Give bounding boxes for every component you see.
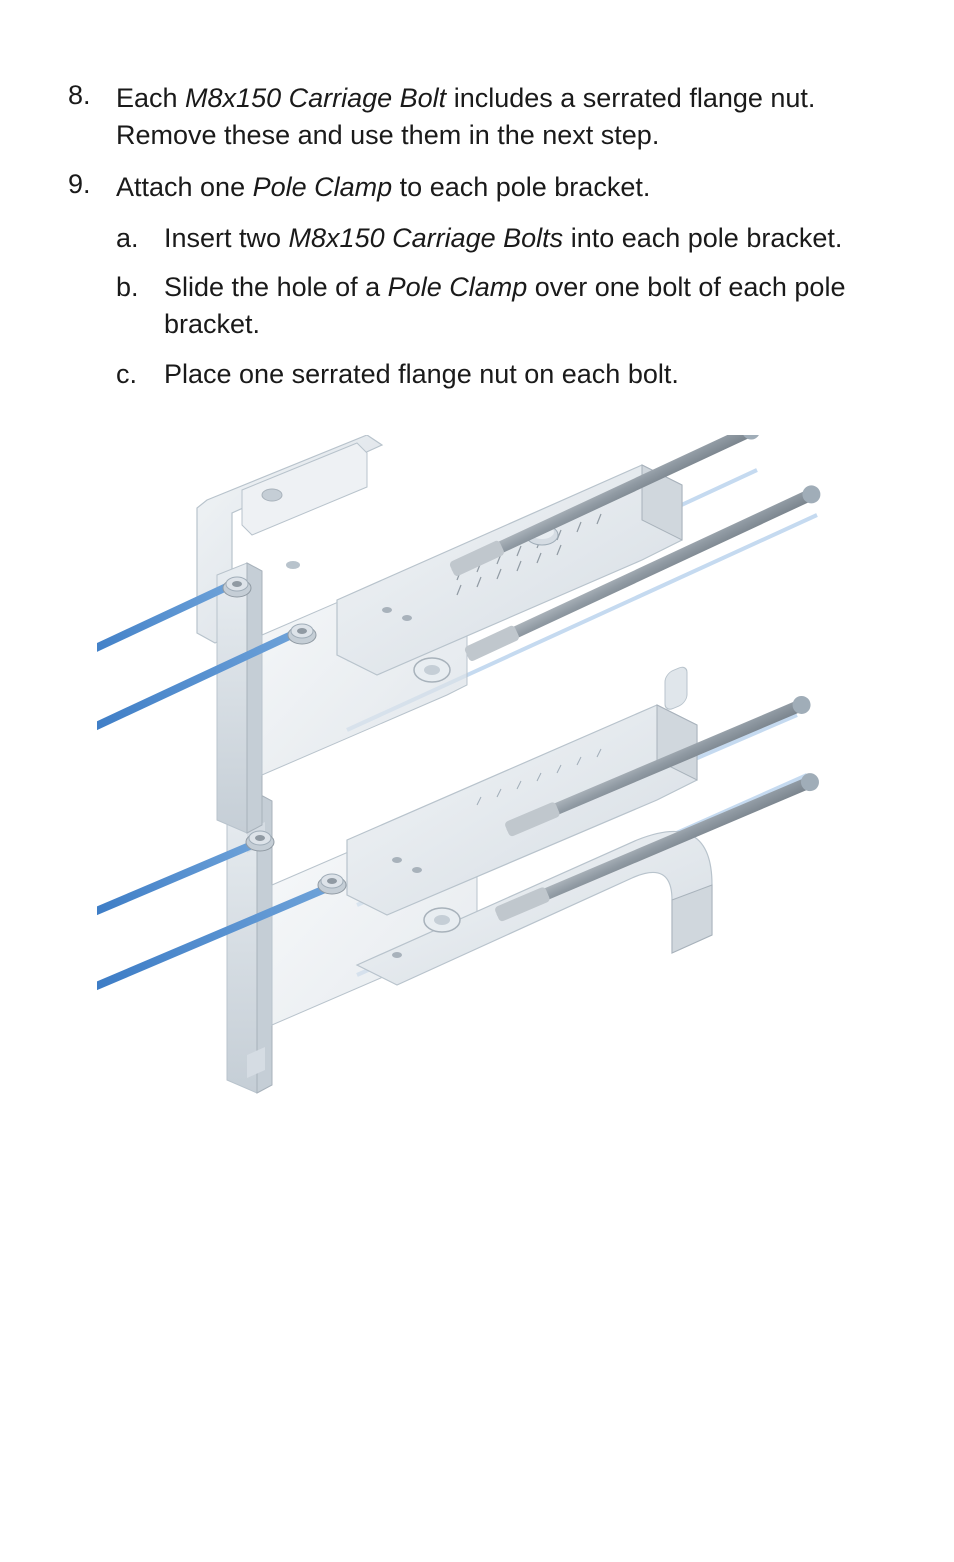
step-9a-letter: a. (116, 220, 164, 257)
diagram-svg (97, 435, 857, 1115)
step-9a: a. Insert two M8x150 Carriage Bolts into… (116, 220, 886, 257)
step-9c-text: Place one serrated flange nut on each bo… (164, 356, 886, 393)
step-9b-text: Slide the hole of a Pole Clamp over one … (164, 269, 886, 344)
step-9-content: Attach one Pole Clamp to each pole brack… (116, 169, 886, 405)
step-9: 9. Attach one Pole Clamp to each pole br… (68, 169, 886, 405)
step-9a-text: Insert two M8x150 Carriage Bolts into ea… (164, 220, 886, 257)
step-9b-letter: b. (116, 269, 164, 344)
step-9-number: 9. (68, 169, 116, 405)
step-9c-letter: c. (116, 356, 164, 393)
step-8-number: 8. (68, 80, 116, 155)
step-9c: c. Place one serrated flange nut on each… (116, 356, 886, 393)
step-9-sublist: a. Insert two M8x150 Carriage Bolts into… (116, 220, 886, 393)
step-8-text: Each M8x150 Carriage Bolt includes a ser… (116, 80, 886, 155)
step-8: 8. Each M8x150 Carriage Bolt includes a … (68, 80, 886, 155)
assembly-diagram (68, 435, 886, 1115)
step-9b: b. Slide the hole of a Pole Clamp over o… (116, 269, 886, 344)
instruction-list: 8. Each M8x150 Carriage Bolt includes a … (68, 80, 886, 405)
step-9-text: Attach one Pole Clamp to each pole brack… (116, 172, 650, 202)
